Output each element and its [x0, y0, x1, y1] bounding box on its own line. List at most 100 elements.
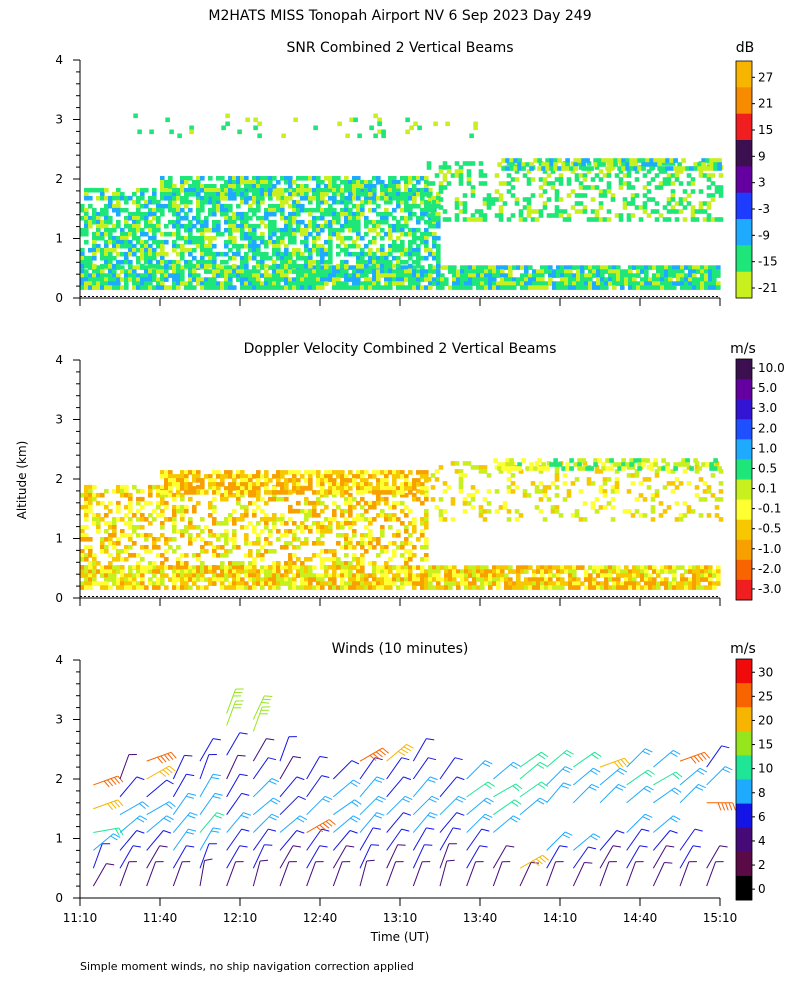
doppler-cell — [272, 486, 277, 491]
snr-cell — [320, 207, 325, 213]
doppler-cell — [546, 497, 552, 502]
snr-cell — [372, 273, 377, 278]
doppler-cell — [212, 581, 217, 586]
doppler-cell — [420, 529, 425, 534]
snr-cell — [630, 201, 636, 206]
snr-cell — [316, 269, 321, 274]
snr-cell — [216, 269, 221, 274]
snr-cell — [669, 158, 674, 163]
snr-cell — [232, 211, 237, 217]
doppler-cell — [268, 490, 273, 495]
snr-cell — [400, 247, 405, 253]
snr-cell — [606, 181, 612, 186]
doppler-cell — [692, 581, 697, 586]
doppler-cell — [384, 500, 389, 506]
snr-cell — [478, 173, 484, 178]
snr-cell — [116, 281, 121, 286]
snr-cell — [696, 281, 701, 286]
snr-cell — [140, 251, 145, 257]
doppler-cell — [204, 585, 209, 590]
doppler-cell — [420, 557, 425, 562]
doppler-cell — [420, 577, 425, 582]
doppler-cell — [628, 581, 633, 586]
snr-cell — [650, 209, 656, 214]
snr-cell — [272, 231, 277, 237]
snr-cell — [492, 269, 497, 274]
snr-cell — [257, 133, 262, 139]
snr-cell — [408, 243, 413, 249]
snr-cell — [412, 269, 417, 274]
snr-cell — [272, 243, 277, 249]
snr-cell — [424, 285, 429, 290]
doppler-cell — [192, 581, 197, 586]
doppler-cell — [308, 482, 313, 487]
doppler-cell — [252, 474, 257, 479]
doppler-cell — [80, 585, 85, 590]
snr-cell — [264, 207, 269, 213]
snr-cell — [212, 285, 217, 290]
doppler-cell — [144, 537, 149, 542]
doppler-cell — [292, 488, 297, 494]
doppler-cell — [522, 493, 528, 498]
snr-cell — [84, 223, 89, 229]
snr-cell — [718, 173, 724, 178]
snr-cell — [324, 184, 329, 189]
snr-cell — [184, 281, 189, 286]
doppler-cell — [428, 565, 433, 570]
doppler-cell — [180, 581, 185, 586]
snr-cell — [470, 193, 476, 198]
snr-cell — [634, 177, 640, 182]
snr-cell — [356, 285, 361, 290]
snr-cell — [104, 207, 109, 213]
snr-cell — [88, 285, 93, 290]
snr-cell — [462, 193, 468, 198]
doppler-cell — [608, 565, 613, 570]
snr-cell — [144, 243, 149, 249]
snr-cell — [268, 265, 273, 270]
doppler-cell — [320, 573, 325, 578]
snr-cell — [184, 180, 189, 185]
snr-cell — [404, 207, 409, 213]
doppler-cell — [200, 490, 205, 495]
snr-cell — [352, 176, 357, 181]
snr-cell — [228, 215, 233, 221]
snr-cell — [584, 273, 589, 278]
doppler-cell — [376, 537, 381, 542]
snr-cell — [300, 255, 305, 261]
snr-cell — [340, 227, 345, 233]
doppler-cell — [560, 577, 565, 582]
snr-cell — [433, 121, 438, 127]
doppler-cell — [152, 585, 157, 590]
doppler-cell — [316, 581, 321, 586]
snr-cell — [140, 191, 145, 197]
doppler-cell — [620, 585, 625, 590]
doppler-cell — [580, 565, 585, 570]
snr-cell — [645, 162, 650, 167]
snr-cell — [649, 162, 654, 167]
snr-cell — [92, 207, 97, 213]
snr-cell — [565, 166, 570, 171]
snr-cell — [208, 211, 213, 217]
doppler-cell — [484, 565, 489, 570]
doppler-cell — [364, 573, 369, 578]
snr-cell — [356, 207, 361, 213]
snr-cell — [612, 273, 617, 278]
doppler-cell — [416, 577, 421, 582]
snr-cell — [360, 187, 365, 193]
doppler-cell — [610, 489, 616, 494]
snr-cell — [356, 176, 361, 181]
snr-cell — [160, 180, 165, 185]
snr-cell — [176, 243, 181, 249]
doppler-cell — [670, 489, 676, 494]
doppler-cell — [292, 537, 297, 542]
snr-cell — [344, 269, 349, 274]
doppler-cell — [264, 577, 269, 582]
doppler-cell — [200, 549, 205, 554]
snr-cell — [625, 162, 630, 167]
doppler-cell — [340, 565, 345, 570]
doppler-cell — [368, 482, 373, 487]
snr-cell — [576, 285, 581, 290]
doppler-cell — [96, 529, 101, 534]
snr-cell — [308, 219, 313, 225]
doppler-cell — [676, 565, 681, 570]
